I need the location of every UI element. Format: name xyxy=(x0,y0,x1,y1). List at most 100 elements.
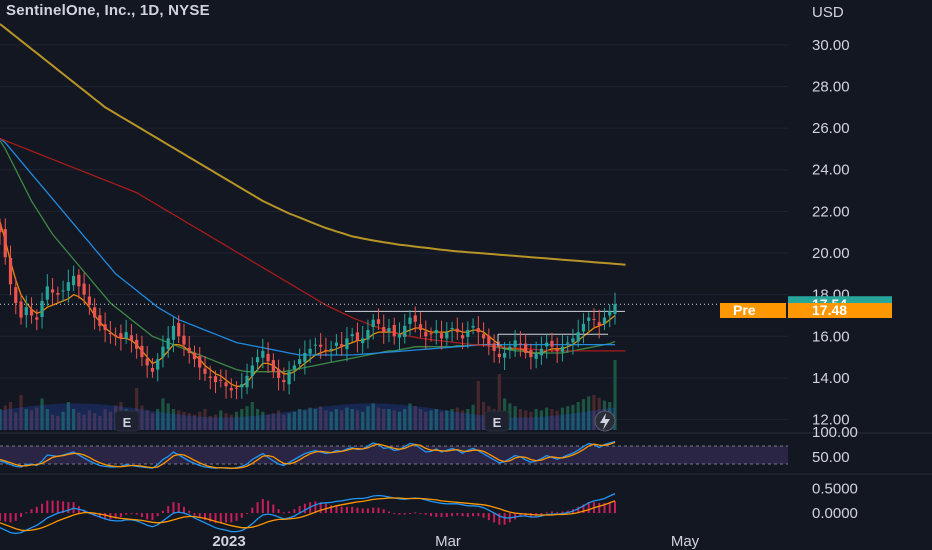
macd-histogram-bar xyxy=(361,508,364,514)
volume-bar xyxy=(213,414,218,430)
candle-body xyxy=(108,332,113,335)
moving-average-line xyxy=(0,137,626,352)
candle-body xyxy=(392,324,396,337)
lightning-glyph xyxy=(600,413,610,430)
macd-histogram-bar xyxy=(151,513,154,521)
candle-body xyxy=(555,349,559,351)
volume-bar xyxy=(92,413,97,430)
macd-histogram-bar xyxy=(56,500,59,514)
price-tick-label: 20.00 xyxy=(812,245,850,262)
candle-body xyxy=(177,322,181,337)
candle xyxy=(334,334,339,356)
macd-histogram-bar xyxy=(240,513,243,518)
macd-histogram-bar xyxy=(182,506,185,514)
candle xyxy=(114,327,118,346)
candle-body xyxy=(387,327,391,332)
macd-histogram-bar xyxy=(146,513,149,520)
candle-body xyxy=(255,357,260,363)
pre-market-tag[interactable]: Pre 17.48 xyxy=(720,302,892,318)
candle xyxy=(8,245,13,296)
volume-bar xyxy=(45,409,49,430)
candle-body xyxy=(434,330,438,334)
macd-histogram-bar xyxy=(482,513,485,518)
pre-market-label: Pre xyxy=(733,302,756,318)
volume-bar xyxy=(408,403,412,430)
candle-body xyxy=(376,319,381,324)
candle xyxy=(576,319,580,348)
volume-bar xyxy=(324,410,328,430)
candle xyxy=(276,359,281,391)
macd-histogram-bar xyxy=(256,502,259,514)
volume-bar xyxy=(613,360,617,430)
earnings-flag-icon[interactable]: E xyxy=(484,410,510,432)
candle-body xyxy=(408,317,412,324)
candle xyxy=(82,272,86,304)
volume-bar xyxy=(308,407,312,430)
candle-body xyxy=(287,371,291,385)
macd-histogram-bar xyxy=(387,511,390,514)
candle xyxy=(502,342,507,370)
rsi-line xyxy=(0,441,616,469)
macd-histogram-bar xyxy=(319,502,322,514)
candle-body xyxy=(87,296,91,306)
macd-histogram-bar xyxy=(140,513,143,517)
candle xyxy=(29,297,34,324)
candle-body xyxy=(366,330,370,340)
candle-body xyxy=(308,348,312,354)
volume-bar xyxy=(566,406,570,430)
macd-histogram-bar xyxy=(393,513,396,515)
candle xyxy=(429,327,433,342)
volume-bar xyxy=(282,414,286,430)
candle xyxy=(492,334,496,363)
volume-bar xyxy=(161,398,165,430)
volume-bar xyxy=(366,406,370,430)
candle-body xyxy=(240,384,244,388)
volume-bar xyxy=(429,410,433,430)
pre-market-value: 17.48 xyxy=(812,302,847,318)
candle xyxy=(476,316,480,345)
macd-histogram-bar xyxy=(472,513,475,517)
candle-body xyxy=(303,352,307,363)
candle xyxy=(150,357,155,378)
volume-bar xyxy=(14,412,18,430)
volume-bar xyxy=(82,414,86,430)
macd-histogram-bar xyxy=(41,503,44,514)
macd-histogram-bar xyxy=(219,513,222,524)
candle xyxy=(77,269,81,299)
candle-body xyxy=(581,323,586,332)
candle-body xyxy=(397,334,402,338)
volume-bar xyxy=(192,414,197,430)
candle-body xyxy=(219,379,223,381)
macd-histogram-bar xyxy=(440,513,443,517)
candle xyxy=(61,280,65,302)
earnings-flag-icon[interactable]: E xyxy=(114,410,140,432)
candle-body xyxy=(213,376,218,383)
candle xyxy=(534,341,538,369)
candle xyxy=(361,325,365,354)
candle xyxy=(319,333,323,359)
macd-histogram-bar xyxy=(246,513,249,515)
macd-histogram-bar xyxy=(51,500,54,514)
candle xyxy=(271,353,275,379)
candle xyxy=(387,318,391,343)
volume-bar xyxy=(466,409,470,430)
volume-ma-area xyxy=(0,403,615,430)
candle-body xyxy=(114,335,118,337)
candle-body xyxy=(245,375,249,388)
volume-bar xyxy=(50,414,55,430)
candle xyxy=(19,294,23,325)
candle-body xyxy=(382,326,386,333)
volume-bar xyxy=(266,414,270,430)
candle-body xyxy=(229,388,233,391)
macd-histogram-bar xyxy=(372,507,375,514)
candle-body xyxy=(8,257,13,285)
candle-body xyxy=(455,328,459,333)
volume-bar xyxy=(208,416,212,430)
macd-tick-label: 0.0000 xyxy=(812,505,858,522)
lightning-icon[interactable] xyxy=(594,410,616,432)
volume-bar xyxy=(219,410,223,430)
candle-body xyxy=(592,318,596,320)
candle-body xyxy=(77,274,81,287)
